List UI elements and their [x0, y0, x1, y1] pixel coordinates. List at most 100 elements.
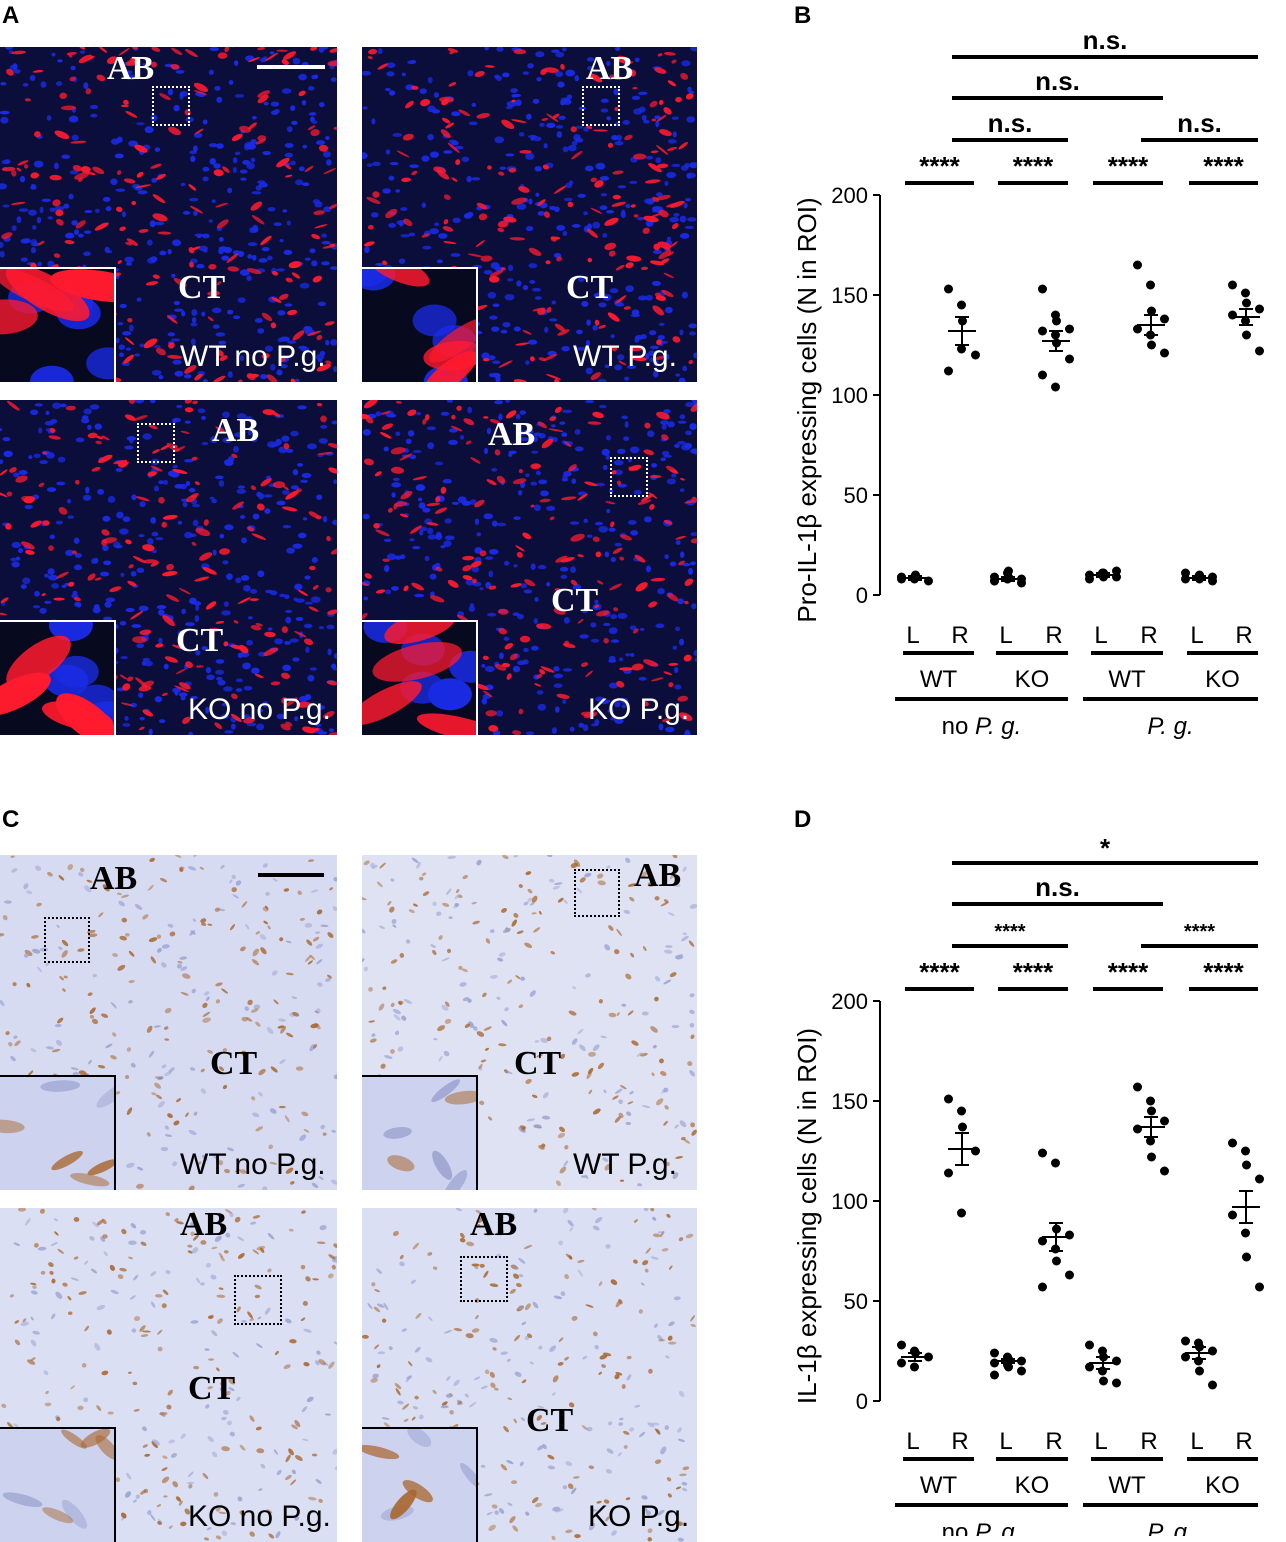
data-point — [897, 1340, 906, 1350]
y-axis-label: IL-1β expressing cells (N in ROI) — [792, 1028, 822, 1404]
y-tick-label: 0 — [856, 583, 868, 608]
data-point — [990, 1358, 999, 1368]
panel-label-c: C — [2, 806, 20, 833]
inset-magnified — [0, 267, 116, 382]
data-point — [1146, 280, 1155, 290]
scale-bar — [258, 873, 324, 877]
data-point — [1242, 1160, 1251, 1170]
data-point — [1195, 1366, 1204, 1376]
significance-label: **** — [1013, 957, 1054, 987]
panel-label-d: D — [794, 806, 812, 833]
y-axis-label: Pro-IL-1β expressing cells (N in ROI) — [792, 197, 822, 622]
condition-label: WT P.g. — [573, 340, 677, 373]
data-point — [1085, 1340, 1094, 1350]
group-4-points — [1085, 1340, 1121, 1388]
condition-label: KO no P.g. — [188, 1500, 331, 1533]
data-point — [1228, 280, 1237, 290]
data-point — [897, 1358, 906, 1368]
data-point — [1065, 324, 1074, 334]
x-category-label: L — [1190, 1428, 1203, 1455]
data-point — [1065, 1270, 1074, 1280]
treatment-label: P. g. — [1147, 1519, 1193, 1536]
data-point — [1038, 370, 1047, 380]
inset-magnified — [0, 1075, 116, 1190]
inset-magnified — [0, 1427, 116, 1542]
ct-label: CT — [551, 582, 599, 619]
data-point — [957, 300, 966, 310]
roi-box — [460, 1256, 508, 1302]
significance-label: **** — [1203, 151, 1244, 181]
data-point — [1147, 1106, 1156, 1116]
data-point — [957, 1106, 966, 1116]
condition-label: WT P.g. — [573, 1148, 677, 1181]
ihc-image-ko-no-pg: AB CT KO no P.g. — [0, 1208, 337, 1542]
y-tick-label: 50 — [844, 1289, 868, 1314]
ab-label: AB — [180, 1208, 228, 1243]
fluorescence-image-wt-pg: AB CT WT P.g. — [362, 47, 697, 382]
ihc-image-wt-no-pg: AB CT WT no P.g. — [0, 855, 337, 1190]
group-3-points — [1038, 1148, 1074, 1292]
panel-label-b: B — [794, 2, 812, 29]
inset-magnified — [0, 620, 116, 735]
y-tick-label: 150 — [831, 283, 868, 308]
data-point — [971, 350, 980, 360]
x-category-label: R — [1045, 1428, 1062, 1455]
data-point — [1147, 340, 1156, 350]
data-point — [944, 366, 953, 376]
genotype-label: WT — [1108, 1472, 1146, 1499]
condition-label: KO P.g. — [588, 1500, 690, 1533]
data-point — [1241, 288, 1250, 298]
data-point — [1065, 1230, 1074, 1240]
x-category-label: R — [951, 1428, 968, 1455]
data-point — [1242, 330, 1251, 340]
group-5-points — [1133, 1082, 1169, 1176]
genotype-label: WT — [920, 666, 958, 693]
data-point — [1208, 1346, 1217, 1356]
genotype-label: KO — [1205, 666, 1240, 693]
fluorescence-image-wt-no-pg: AB CT WT no P.g. — [0, 47, 337, 382]
panel-label-a: A — [2, 2, 20, 29]
data-point — [1038, 326, 1047, 336]
data-point — [1181, 1352, 1190, 1362]
significance-label: **** — [919, 151, 960, 181]
data-point — [1241, 1146, 1250, 1156]
data-point — [1065, 354, 1074, 364]
x-category-label: R — [1140, 622, 1157, 649]
roi-box — [234, 1275, 282, 1325]
condition-label: WT no P.g. — [180, 340, 326, 373]
data-point — [990, 1348, 999, 1358]
data-point — [1085, 574, 1094, 584]
significance-label: **** — [1203, 957, 1244, 987]
group-7-points — [1228, 280, 1264, 356]
y-tick-label: 100 — [831, 1189, 868, 1214]
data-point — [1160, 1116, 1169, 1126]
data-point — [1052, 316, 1061, 326]
significance-label: **** — [1108, 151, 1149, 181]
chart-d-il1b: IL-1β expressing cells (N in ROI) 0 50 100 1… — [792, 836, 1264, 1536]
x-category-label: R — [1235, 1428, 1252, 1455]
group-7-points — [1228, 1138, 1264, 1292]
x-category-label: L — [906, 1428, 919, 1455]
ct-label: CT — [514, 1045, 562, 1082]
condition-label: WT no P.g. — [180, 1148, 326, 1181]
data-point — [1038, 1148, 1047, 1158]
group-1-points — [944, 1094, 980, 1218]
data-point — [1052, 1256, 1061, 1266]
data-point — [1181, 1336, 1190, 1346]
treatment-label: no P. g. — [942, 713, 1022, 740]
ct-label: CT — [188, 1370, 236, 1407]
ab-label: AB — [90, 860, 138, 897]
x-category-label: L — [1094, 622, 1107, 649]
y-tick-label: 50 — [844, 483, 868, 508]
ct-label: CT — [210, 1045, 258, 1082]
y-tick-label: 0 — [856, 1389, 868, 1414]
data-point — [910, 1362, 919, 1372]
significance-label: **** — [919, 957, 960, 987]
fluorescence-image-ko-no-pg: AB CT KO no P.g. — [0, 400, 337, 735]
data-point — [971, 1146, 980, 1156]
y-tick-label: 200 — [831, 989, 868, 1014]
group-6-points — [1181, 1336, 1217, 1390]
data-point — [1112, 1356, 1121, 1366]
significance-label: **** — [1108, 957, 1149, 987]
data-point — [1160, 348, 1169, 358]
